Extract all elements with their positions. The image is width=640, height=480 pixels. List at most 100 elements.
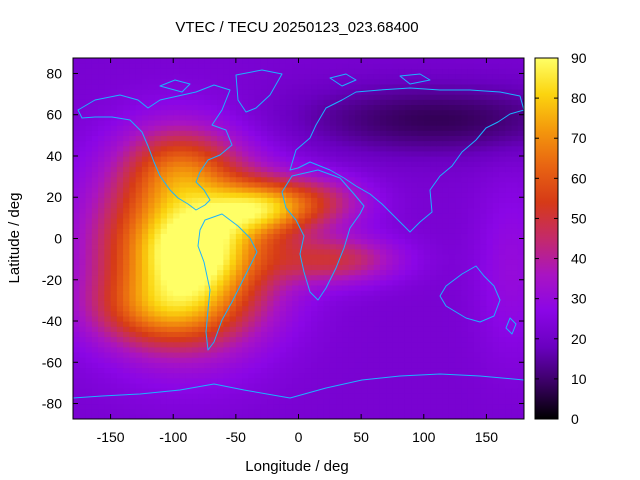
heatmap-cell: [430, 119, 437, 126]
heatmap-cell: [242, 228, 249, 234]
heatmap-cell: [179, 104, 187, 111]
heatmap-cell: [242, 310, 249, 317]
heatmap-cell: [104, 140, 112, 147]
heatmap-cell: [298, 279, 306, 286]
heatmap-cell: [104, 388, 112, 394]
heatmap-cell: [104, 362, 112, 369]
heatmap-cell: [317, 408, 325, 415]
heatmap-cell: [141, 73, 149, 80]
heatmap-cell: [267, 228, 275, 234]
heatmap-cell: [79, 326, 87, 332]
heatmap-cell: [98, 161, 105, 167]
heatmap-cell: [129, 315, 137, 322]
heatmap-cell: [248, 130, 256, 136]
heatmap-cell: [517, 372, 524, 379]
heatmap-cell: [480, 388, 488, 394]
heatmap-cell: [179, 393, 187, 399]
heatmap-cell: [517, 259, 524, 265]
heatmap-cell: [260, 192, 268, 198]
heatmap-cell: [386, 150, 394, 157]
heatmap-cell: [511, 238, 519, 245]
heatmap-cell: [442, 403, 450, 410]
heatmap-cell: [304, 186, 312, 193]
heatmap-cell: [430, 259, 437, 265]
heatmap-cell: [373, 145, 381, 152]
heatmap-cell: [166, 321, 174, 327]
heatmap-cell: [248, 362, 256, 369]
heatmap-cell: [354, 145, 362, 152]
heatmap-cell: [267, 161, 275, 167]
heatmap-cell: [442, 114, 450, 121]
heatmap-cell: [417, 398, 425, 405]
heatmap-cell: [135, 357, 143, 363]
heatmap-cell: [298, 310, 306, 317]
heatmap-cell: [148, 119, 156, 126]
heatmap-cell: [373, 192, 381, 198]
heatmap-cell: [154, 408, 162, 415]
heatmap-cell: [498, 176, 506, 183]
heatmap-cell: [304, 403, 312, 410]
heatmap-cell: [373, 388, 381, 394]
heatmap-cell: [373, 94, 381, 100]
heatmap-cell: [404, 223, 412, 229]
heatmap-cell: [235, 290, 243, 296]
heatmap-cell: [411, 99, 419, 106]
heatmap-cell: [417, 119, 425, 126]
heatmap-cell: [235, 145, 243, 152]
heatmap-cell: [179, 315, 187, 322]
heatmap-cell: [498, 321, 506, 327]
heatmap-cell: [373, 228, 381, 234]
heatmap-cell: [442, 78, 450, 85]
heatmap-cell: [229, 99, 237, 106]
heatmap-cell: [442, 346, 450, 353]
heatmap-cell: [242, 145, 249, 152]
heatmap-cell: [442, 382, 450, 389]
heatmap-cell: [279, 94, 287, 100]
heatmap-cell: [411, 186, 419, 193]
heatmap-cell: [511, 217, 519, 224]
heatmap-cell: [116, 212, 124, 219]
heatmap-cell: [210, 233, 218, 240]
heatmap-cell: [104, 202, 112, 209]
heatmap-cell: [141, 63, 149, 69]
heatmap-cell: [392, 315, 400, 322]
heatmap-cell: [285, 279, 293, 286]
heatmap-cell: [210, 377, 218, 384]
heatmap-cell: [361, 259, 368, 265]
heatmap-cell: [154, 228, 162, 234]
heatmap-cell: [436, 408, 444, 415]
heatmap-cell: [348, 83, 356, 90]
heatmap-cell: [354, 336, 362, 343]
heatmap-cell: [79, 341, 87, 348]
heatmap-cell: [448, 243, 456, 250]
heatmap-cell: [192, 176, 199, 183]
heatmap-cell: [442, 357, 450, 363]
heatmap-cell: [336, 233, 343, 240]
heatmap-cell: [248, 264, 256, 271]
heatmap-cell: [498, 362, 506, 369]
heatmap-cell: [373, 264, 381, 271]
heatmap-cell: [173, 197, 181, 203]
heatmap-cell: [73, 331, 80, 338]
heatmap-cell: [361, 305, 368, 312]
heatmap-cell: [492, 155, 500, 162]
heatmap-cell: [354, 114, 362, 121]
heatmap-cell: [467, 388, 475, 394]
heatmap-cell: [273, 186, 281, 193]
heatmap-cell: [210, 130, 218, 136]
heatmap-cell: [110, 331, 118, 338]
heatmap-cell: [135, 315, 143, 322]
heatmap-cell: [448, 248, 456, 255]
heatmap-cell: [423, 135, 431, 142]
heatmap-cell: [141, 372, 149, 379]
heatmap-cell: [323, 202, 331, 209]
heatmap-cell: [166, 269, 174, 276]
heatmap-cell: [279, 125, 287, 131]
heatmap-cell: [367, 223, 375, 229]
heatmap-cell: [254, 161, 262, 167]
heatmap-cell: [223, 331, 231, 338]
heatmap-cell: [260, 284, 268, 291]
heatmap-cell: [486, 130, 494, 136]
heatmap-cell: [354, 140, 362, 147]
heatmap-cell: [254, 135, 262, 142]
